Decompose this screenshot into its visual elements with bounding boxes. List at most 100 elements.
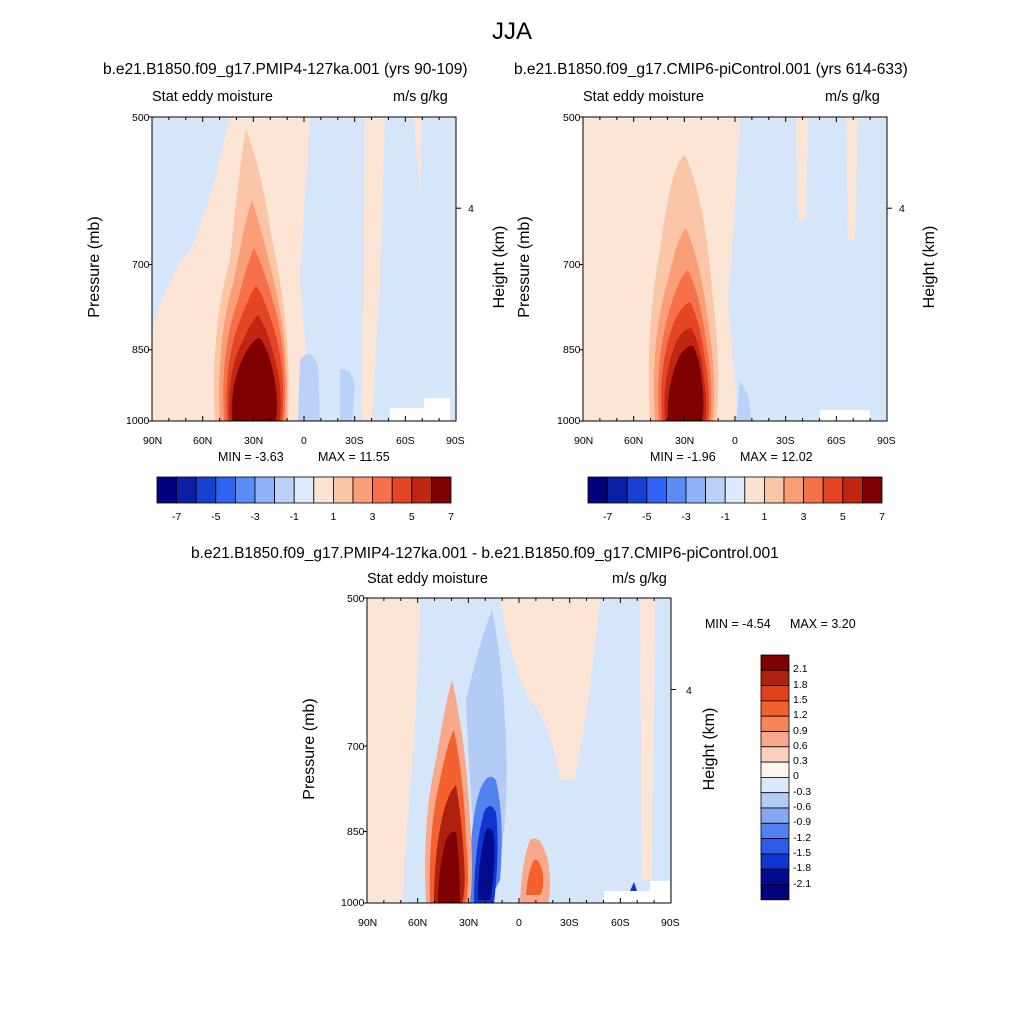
panel1-negative-patch — [298, 353, 320, 421]
panel1-title: b.e21.B1850.f09_g17.PMIP4-127ka.001 (yrs… — [103, 61, 468, 78]
colorbar-box — [760, 731, 790, 748]
panel1-positive-band-far-south — [414, 117, 422, 200]
colorbar-label: 1.2 — [793, 709, 808, 722]
panel1-missing-data — [390, 408, 424, 421]
colorbar-box — [760, 746, 790, 763]
colorbar-box — [313, 476, 334, 504]
colorbar-label: 5 — [839, 511, 846, 523]
panel1-right-tick-4: 4 — [468, 203, 474, 215]
colorbar-box — [760, 700, 790, 717]
panel3-max-label: MAX = 3.20 — [790, 617, 856, 631]
panel2-positive-band-2 — [846, 117, 858, 240]
panel1-colorbar — [156, 476, 452, 504]
colorbar-label: 1 — [761, 511, 768, 523]
panel1-max-label: MAX = 11.55 — [318, 450, 390, 464]
panel1-ytick-1000: 1000 — [126, 415, 150, 427]
panel1-xtick-0: 0 — [301, 435, 307, 447]
colorbar-box — [760, 868, 790, 885]
panel3-ylabel-right: Height (km) — [701, 707, 718, 791]
colorbar-box — [842, 476, 863, 504]
panel1-ytick-500: 500 — [132, 112, 150, 124]
panel1-units-label: m/s g/kg — [393, 89, 448, 105]
panel3-ytick-1000: 1000 — [341, 897, 365, 909]
panel3-units-label: m/s g/kg — [612, 571, 667, 587]
panel2-right-tick-4: 4 — [899, 203, 905, 215]
panel3-xtick-30N: 30N — [459, 917, 479, 929]
colorbar-label: 0.9 — [793, 724, 808, 737]
colorbar-box — [760, 685, 790, 702]
colorbar-box — [760, 777, 790, 794]
panel3-ytick-700: 700 — [347, 741, 365, 753]
colorbar-box — [195, 476, 217, 504]
colorbar-box — [411, 476, 432, 504]
colorbar-box — [293, 476, 315, 504]
colorbar-box — [760, 822, 790, 839]
colorbar-box — [234, 476, 256, 504]
panel3-negative-spot — [630, 882, 637, 891]
colorbar-box — [156, 476, 178, 504]
panel3-positive-region-north — [367, 598, 420, 903]
panel1-ytick-850: 850 — [132, 344, 150, 356]
colorbar-box — [760, 792, 790, 809]
panel2-ylabel-right: Height (km) — [921, 225, 938, 309]
figure-title: JJA — [491, 18, 532, 45]
panel2-xtick-90S: 90S — [877, 435, 896, 447]
panel3-negative-core — [478, 828, 495, 900]
panel2-units-label: m/s g/kg — [825, 89, 880, 105]
colorbar-label: 1.8 — [793, 678, 808, 691]
colorbar-label: 2.1 — [793, 663, 808, 676]
panel1-xtick-30N: 30N — [244, 435, 264, 447]
colorbar-label: -5 — [211, 511, 221, 523]
colorbar-label: 0.3 — [793, 755, 808, 768]
colorbar-box — [760, 838, 790, 855]
panel3-xtick-0: 0 — [516, 917, 522, 929]
colorbar-box — [666, 476, 687, 504]
colorbar-label: 5 — [408, 511, 415, 523]
colorbar-box — [430, 476, 452, 504]
panel2-max-label: MAX = 12.02 — [740, 450, 813, 464]
panel1-positive-band-south — [362, 117, 385, 421]
colorbar-box — [803, 476, 824, 504]
panel3-title: b.e21.B1850.f09_g17.PMIP4-127ka.001 - b.… — [191, 545, 779, 562]
panel2-positive-band — [796, 117, 808, 220]
panel1-xtick-90N: 90N — [143, 435, 163, 447]
panel2-tick-marks — [579, 116, 892, 422]
panel1-xtick-30S: 30S — [345, 435, 364, 447]
colorbar-label: 0 — [793, 770, 799, 783]
colorbar-box — [760, 654, 790, 671]
panel3-colorbar — [760, 654, 790, 901]
colorbar-box — [724, 476, 746, 504]
panel2-ytick-850: 850 — [563, 344, 581, 356]
panel3-ylabel: Pressure (mb) — [301, 698, 318, 800]
panel2-ylabel: Pressure (mb) — [516, 216, 533, 318]
colorbar-label: -2.1 — [793, 877, 812, 890]
panel3-right-tick-4: 4 — [686, 685, 692, 697]
colorbar-box — [862, 476, 883, 504]
colorbar-box — [744, 476, 765, 504]
panel2-xtick-60S: 60S — [827, 435, 846, 447]
colorbar-box — [391, 476, 413, 504]
panel2-ytick-1000: 1000 — [557, 415, 581, 427]
colorbar-box — [646, 476, 667, 504]
panel3-xtick-90S: 90S — [661, 917, 680, 929]
panel2-xtick-90N: 90N — [574, 435, 594, 447]
panel1-tick-marks — [148, 116, 461, 422]
colorbar-box — [332, 476, 354, 504]
colorbar-box — [626, 476, 648, 504]
colorbar-label: -1 — [289, 511, 299, 523]
panel3-xtick-60N: 60N — [408, 917, 428, 929]
panel2-xtick-30S: 30S — [776, 435, 795, 447]
colorbar-box — [274, 476, 295, 504]
colorbar-label: -1.2 — [793, 831, 812, 844]
colorbar-box — [254, 476, 276, 504]
panel1-negative-patch-2 — [340, 369, 355, 421]
colorbar-box — [760, 853, 790, 870]
panel2-colorbar — [587, 476, 883, 504]
panel3-xtick-90N: 90N — [358, 917, 378, 929]
colorbar-box — [176, 476, 197, 504]
panel2-xtick-0: 0 — [732, 435, 738, 447]
colorbar-label: 7 — [879, 511, 885, 523]
colorbar-box — [352, 476, 374, 504]
panel2-xtick-60N: 60N — [624, 435, 644, 447]
